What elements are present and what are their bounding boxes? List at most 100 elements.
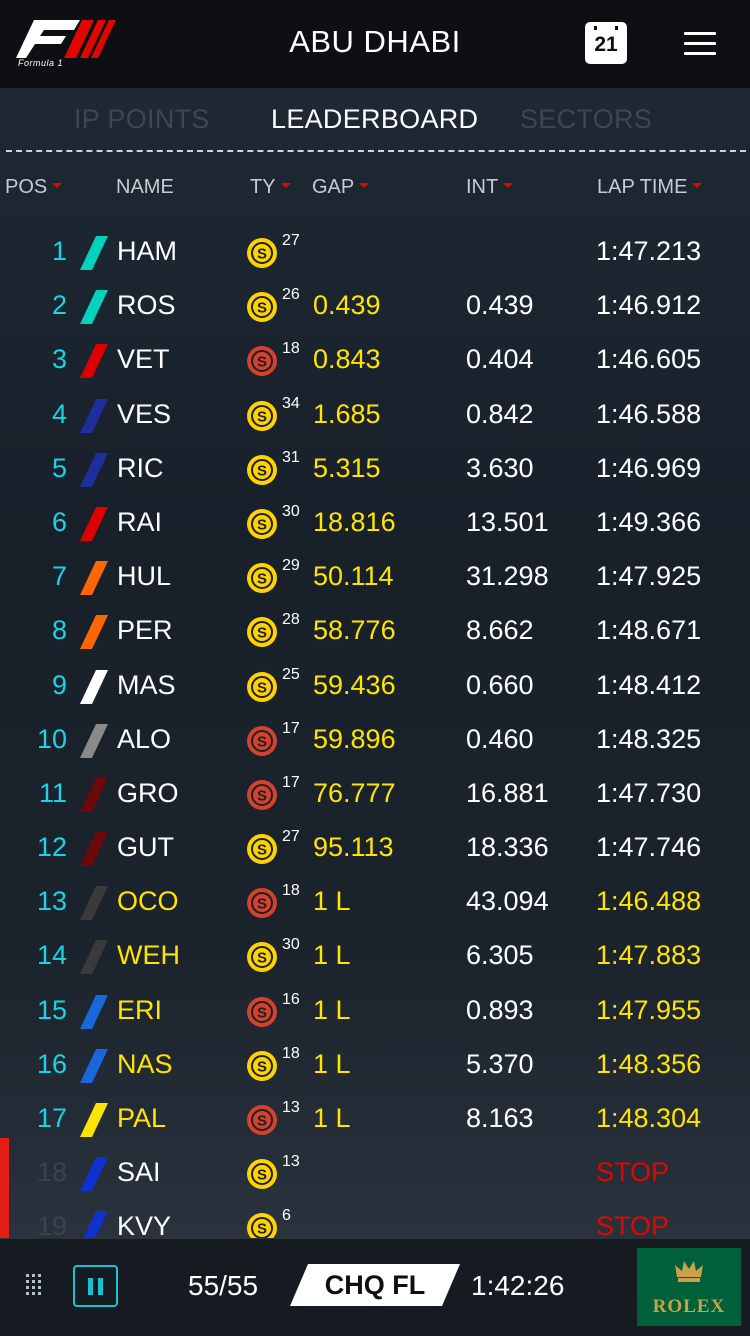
driver-code: OCO xyxy=(117,886,179,917)
column-header-name[interactable]: NAME xyxy=(116,176,174,198)
tyre-compound-icon: S xyxy=(247,1050,277,1081)
hamburger-menu-icon[interactable] xyxy=(684,32,716,56)
table-row[interactable]: 3 VET S 18 0.843 0.404 1:46.605 xyxy=(0,332,750,386)
tyre-laps: 18 xyxy=(282,340,300,358)
sort-caret-icon xyxy=(503,183,514,188)
table-row[interactable]: 1 HAM S 27 1:47.213 xyxy=(0,224,750,278)
tyre-compound-icon: S xyxy=(247,454,277,485)
table-row[interactable]: 13 OCO S 18 1 L 43.094 1:46.488 xyxy=(0,874,750,928)
drag-handle-icon[interactable] xyxy=(26,1274,46,1298)
position-number: 7 xyxy=(51,561,67,592)
table-row[interactable]: 15 ERI S 16 1 L 0.893 1:47.955 xyxy=(0,983,750,1037)
tyre-compound-icon: S xyxy=(247,888,277,919)
pause-button[interactable] xyxy=(73,1265,118,1307)
gap-value: 1 L xyxy=(313,940,351,971)
table-row[interactable]: 8 PER S 28 58.776 8.662 1:48.671 xyxy=(0,603,750,657)
table-row[interactable]: 2 ROS S 26 0.439 0.439 1:46.912 xyxy=(0,278,750,332)
lap-time-value: 1:48.304 xyxy=(596,1103,702,1133)
tyre-laps: 34 xyxy=(282,394,300,412)
driver-code: NAS xyxy=(117,1048,173,1079)
interval-value: 0.460 xyxy=(466,723,534,754)
logo-caption: Formula 1 xyxy=(18,58,64,68)
team-color-stripe xyxy=(83,1211,108,1238)
gap-value: 1 L xyxy=(313,994,351,1025)
driver-code: GRO xyxy=(117,777,179,808)
position-number: 18 xyxy=(36,1157,67,1188)
driver-code: PER xyxy=(117,615,173,646)
tyre-letter: S xyxy=(257,896,267,913)
position-number: 9 xyxy=(51,669,67,700)
table-row[interactable]: 11 GRO S 17 76.777 16.881 1:47.730 xyxy=(0,766,750,820)
team-color-stripe xyxy=(80,1103,108,1137)
lap-time-value: 1:47.213 xyxy=(596,236,702,266)
tyre-compound-icon: S xyxy=(247,779,277,810)
team-color-stripe xyxy=(80,236,108,270)
top-bar: Formula 1 ABU DHABI 21 xyxy=(0,0,750,88)
tyre-laps: 31 xyxy=(282,448,300,466)
tyre-letter: S xyxy=(257,679,267,696)
table-row[interactable]: 12 GUT S 27 95.113 18.336 1:47.746 xyxy=(0,820,750,874)
tyre-compound-icon: S xyxy=(247,671,277,702)
tyre-laps: 13 xyxy=(282,1099,300,1116)
tyre-laps: 29 xyxy=(282,557,300,575)
table-row[interactable]: 19 KVY S 6 STOP xyxy=(0,1199,750,1238)
table-row[interactable]: 9 MAS S 25 59.436 0.660 1:48.412 xyxy=(0,658,750,712)
gap-value: 50.114 xyxy=(313,561,394,592)
table-row[interactable]: 18 SAI S 13 STOP xyxy=(0,1145,750,1199)
flag-badge-shape xyxy=(290,1264,460,1306)
column-header-gap[interactable]: GAP xyxy=(312,176,370,199)
tyre-letter: S xyxy=(257,733,267,750)
table-row[interactable]: 6 RAI S 30 18.816 13.501 1:49.366 xyxy=(0,495,750,549)
driver-code: VET xyxy=(117,344,170,375)
driver-code: MAS xyxy=(117,669,176,700)
tyre-laps: 30 xyxy=(282,502,300,520)
lap-time-value: 1:49.366 xyxy=(596,506,702,537)
table-row[interactable]: 14 WEH S 30 1 L 6.305 1:47.883 xyxy=(0,928,750,982)
driver-code: PAL xyxy=(117,1103,167,1133)
tyre-compound-icon: S xyxy=(247,1159,277,1190)
gap-value: 1 L xyxy=(313,1103,351,1133)
tab-leaderboard[interactable]: LEADERBOARD xyxy=(271,104,479,134)
gap-value: 95.113 xyxy=(313,832,394,863)
tyre-laps: 28 xyxy=(282,611,300,629)
sponsor-name: ROLEX xyxy=(652,1296,726,1317)
interval-value: 18.336 xyxy=(466,832,549,863)
lap-time-value: 1:46.969 xyxy=(596,452,702,483)
table-row[interactable]: 4 VES S 34 1.685 0.842 1:46.588 xyxy=(0,387,750,441)
interval-value: 0.893 xyxy=(466,994,534,1025)
calendar-day: 21 xyxy=(594,33,618,56)
interval-value: 16.881 xyxy=(466,777,549,808)
table-row[interactable]: 7 HUL S 29 50.114 31.298 1:47.925 xyxy=(0,549,750,603)
column-header-lap-time[interactable]: LAP TIME xyxy=(597,176,703,199)
position-number: 11 xyxy=(38,777,67,808)
lap-time-value: 1:46.588 xyxy=(596,398,702,429)
position-number: 4 xyxy=(51,398,67,429)
interval-value: 5.370 xyxy=(466,1048,534,1079)
position-number: 15 xyxy=(36,994,67,1025)
table-row[interactable]: 17 PAL S 13 1 L 8.163 1:48.304 xyxy=(0,1091,750,1145)
calendar-icon[interactable]: 21 xyxy=(585,22,627,64)
team-color-stripe xyxy=(80,344,108,379)
tyre-letter: S xyxy=(257,300,267,317)
column-header-pos[interactable]: POS xyxy=(5,176,63,199)
interval-value: 0.439 xyxy=(466,290,534,321)
tyre-compound-icon: S xyxy=(247,292,277,323)
bottom-bar: 55/55 CHQ FL 1:42:26 ROLEX xyxy=(0,1238,750,1336)
tab-championship-points[interactable]: IP POINTS xyxy=(74,104,210,134)
rolex-sponsor-logo: ROLEX xyxy=(637,1248,741,1326)
position-number: 13 xyxy=(36,886,67,917)
table-row[interactable]: 10 ALO S 17 59.896 0.460 1:48.325 xyxy=(0,712,750,766)
tab-sectors[interactable]: SECTORS xyxy=(520,104,653,134)
gap-value: 0.439 xyxy=(313,290,381,321)
lap-time-value: 1:48.671 xyxy=(596,615,702,646)
table-row[interactable]: 5 RIC S 31 5.315 3.630 1:46.969 xyxy=(0,441,750,495)
position-number: 2 xyxy=(51,290,67,321)
tyre-laps: 18 xyxy=(282,882,300,900)
interval-value: 6.305 xyxy=(466,940,534,971)
team-color-stripe xyxy=(80,561,108,596)
column-header-tyre[interactable]: TY xyxy=(250,176,291,199)
tyre-letter: S xyxy=(257,246,267,263)
column-header-int[interactable]: INT xyxy=(466,176,514,199)
tyre-laps: 17 xyxy=(282,773,300,791)
table-row[interactable]: 16 NAS S 18 1 L 5.370 1:48.356 xyxy=(0,1037,750,1091)
